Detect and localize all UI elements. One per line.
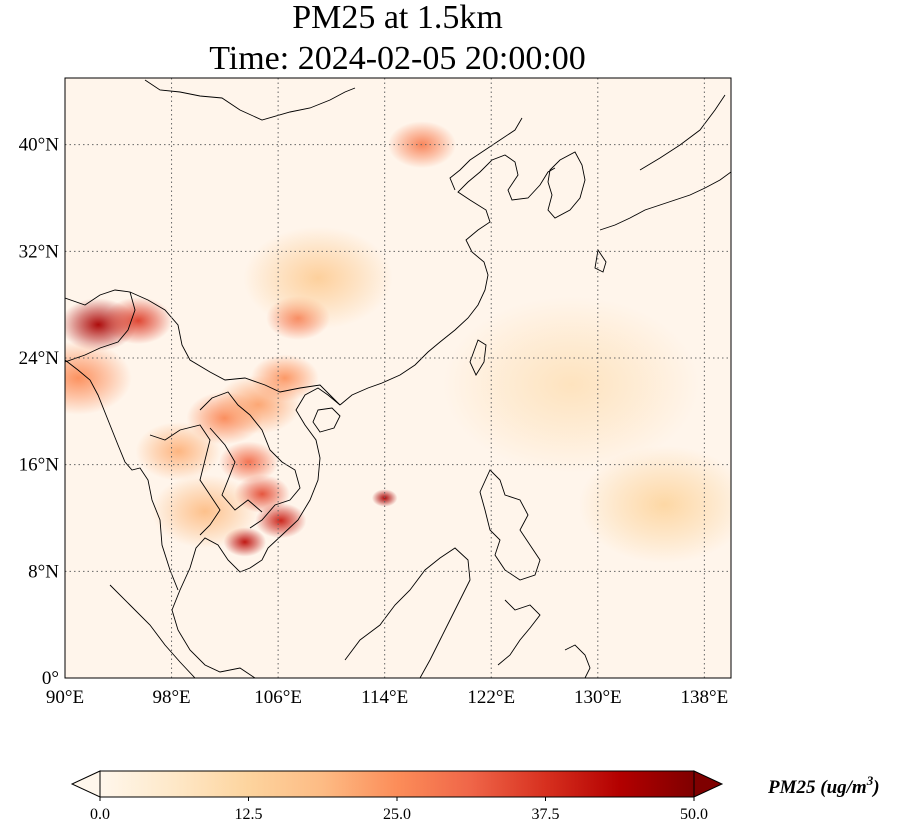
map-frame — [64, 77, 732, 679]
coastline-philippines — [479, 469, 541, 581]
border-laos-vietnam — [199, 391, 301, 529]
pm25-hotspot — [65, 341, 132, 415]
border-mainland-sea — [65, 291, 136, 363]
longitude-tick-label: 98°E — [152, 687, 190, 708]
coastline-new-guinea — [564, 644, 591, 678]
colorbar-tick-label: 0.0 — [90, 806, 110, 823]
colorbar-max-extension — [693, 770, 724, 798]
colorbar-gradient — [99, 770, 695, 798]
border-north — [144, 79, 356, 121]
latitude-tick-label: 0° — [42, 668, 59, 689]
pm25-hotspot — [443, 296, 700, 473]
colorbar-tick-label: 37.5 — [532, 806, 560, 823]
map-plot-area — [64, 77, 732, 679]
coastline-hainan — [312, 407, 341, 433]
colorbar-tick-label: 12.5 — [235, 806, 263, 823]
coastline-japan — [594, 94, 731, 273]
longitude-tick-labels: 90°E 98°E 106°E 114°E 122°E 130°E 138°E — [46, 687, 728, 708]
pm25-hotspot — [151, 474, 259, 548]
coastline-indochina — [171, 387, 341, 678]
latitude-tick-label: 8°N — [28, 561, 59, 582]
longitude-tick-label: 114°E — [361, 687, 408, 708]
pm25-hotspot — [243, 226, 393, 330]
colorbar-title: PM25 (ug/m3) — [767, 773, 880, 798]
longitude-tick-label: 138°E — [681, 687, 729, 708]
pm25-hotspot — [250, 354, 319, 402]
colorbar-tick-label: 50.0 — [680, 806, 708, 823]
latitude-tick-labels: 0° 8°N 16°N 24°N 32°N 40°N — [19, 135, 60, 689]
border-thailand — [149, 424, 221, 536]
coastline-sumatra — [109, 584, 196, 678]
longitude-tick-label: 130°E — [574, 687, 622, 708]
colorbar: 0.0 12.5 25.0 37.5 50.0 PM25 (ug/m3) — [70, 770, 880, 823]
latitude-tick-label: 40°N — [19, 135, 60, 156]
gridlines — [65, 78, 731, 678]
colorbar-ticks: 0.0 12.5 25.0 37.5 50.0 — [90, 797, 708, 823]
pm25-hotspot — [135, 422, 221, 481]
coastline-korea — [547, 151, 586, 219]
coastline-sulawesi — [497, 599, 541, 666]
coastline-bohai — [449, 117, 523, 191]
pm25-field-layer — [65, 121, 731, 564]
map-title-line-1: PM25 at 1.5km — [292, 0, 503, 36]
pm25-hotspot — [218, 441, 279, 483]
colorbar-tick-label: 25.0 — [383, 806, 411, 823]
longitude-tick-label: 90°E — [46, 687, 84, 708]
colorbar-title-close: ) — [871, 777, 879, 798]
pm25-hotspot — [104, 297, 173, 345]
pm25-hotspot — [579, 446, 731, 564]
latitude-tick-label: 16°N — [19, 455, 60, 476]
map-title-line-2: Time: 2024-02-05 20:00:00 — [209, 40, 586, 77]
border-china-south — [65, 289, 341, 406]
coastlines-layer — [65, 79, 731, 678]
colorbar-min-extension — [70, 770, 101, 798]
colorbar-title-superscript: 3 — [866, 773, 874, 788]
coastline-china-east — [339, 154, 556, 406]
longitude-tick-label: 106°E — [254, 687, 302, 708]
latitude-tick-label: 24°N — [19, 348, 60, 369]
latitude-tick-label: 32°N — [19, 241, 60, 262]
longitude-tick-label: 122°E — [467, 687, 515, 708]
coastline-bay-of-bengal — [65, 359, 179, 591]
